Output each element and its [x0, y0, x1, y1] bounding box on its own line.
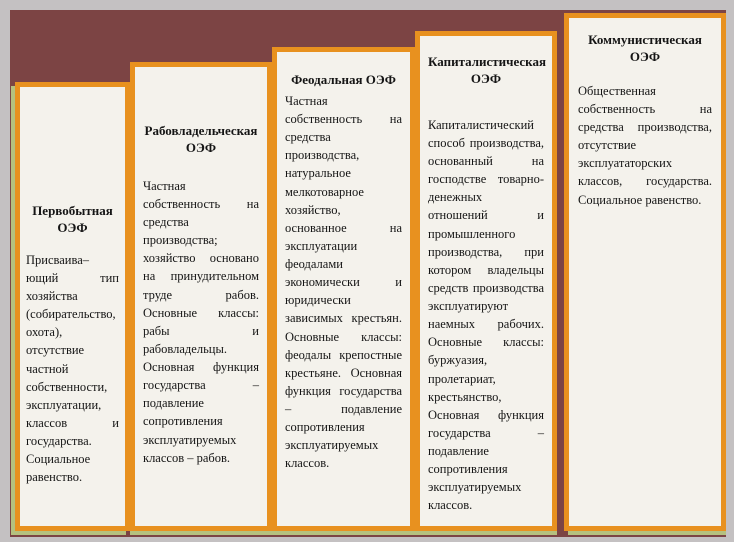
card-title-primitive: Первобытная ОЭФ — [32, 203, 113, 235]
card-body-slaveholding: Частная собственность на средства произв… — [143, 178, 259, 465]
card-communist-oef: Коммунистическая ОЭФ Общественная собств… — [564, 13, 726, 531]
card-body-feudal: Частная собственность на средства произв… — [285, 93, 402, 471]
card-title-capitalist: Капиталистическая ОЭФ — [428, 54, 547, 86]
diagram-background: Первобытная ОЭФ Присваива–ющий тип хозяй… — [10, 10, 726, 537]
card-body-capitalist: Капиталистический способ производства, о… — [428, 117, 544, 513]
card-title-communist: Коммунистическая ОЭФ — [588, 32, 702, 64]
card-slaveholding-oef: Рабовладельческая ОЭФ Частная собственно… — [130, 62, 272, 531]
card-capitalist-oef: Капиталистическая ОЭФ Капиталистический … — [415, 31, 557, 531]
card-body-communist: Общественная собственность на средства п… — [578, 83, 712, 207]
card-feudal-oef: Феодальная ОЭФ Частная собственность на … — [272, 47, 415, 531]
card-title-feudal: Феодальная ОЭФ — [291, 72, 396, 87]
card-title-slaveholding: Рабовладельческая ОЭФ — [144, 123, 258, 155]
card-body-primitive: Присваива–ющий тип хозяйства (собиратель… — [26, 252, 119, 485]
card-primitive-oef: Первобытная ОЭФ Присваива–ющий тип хозяй… — [15, 82, 130, 531]
